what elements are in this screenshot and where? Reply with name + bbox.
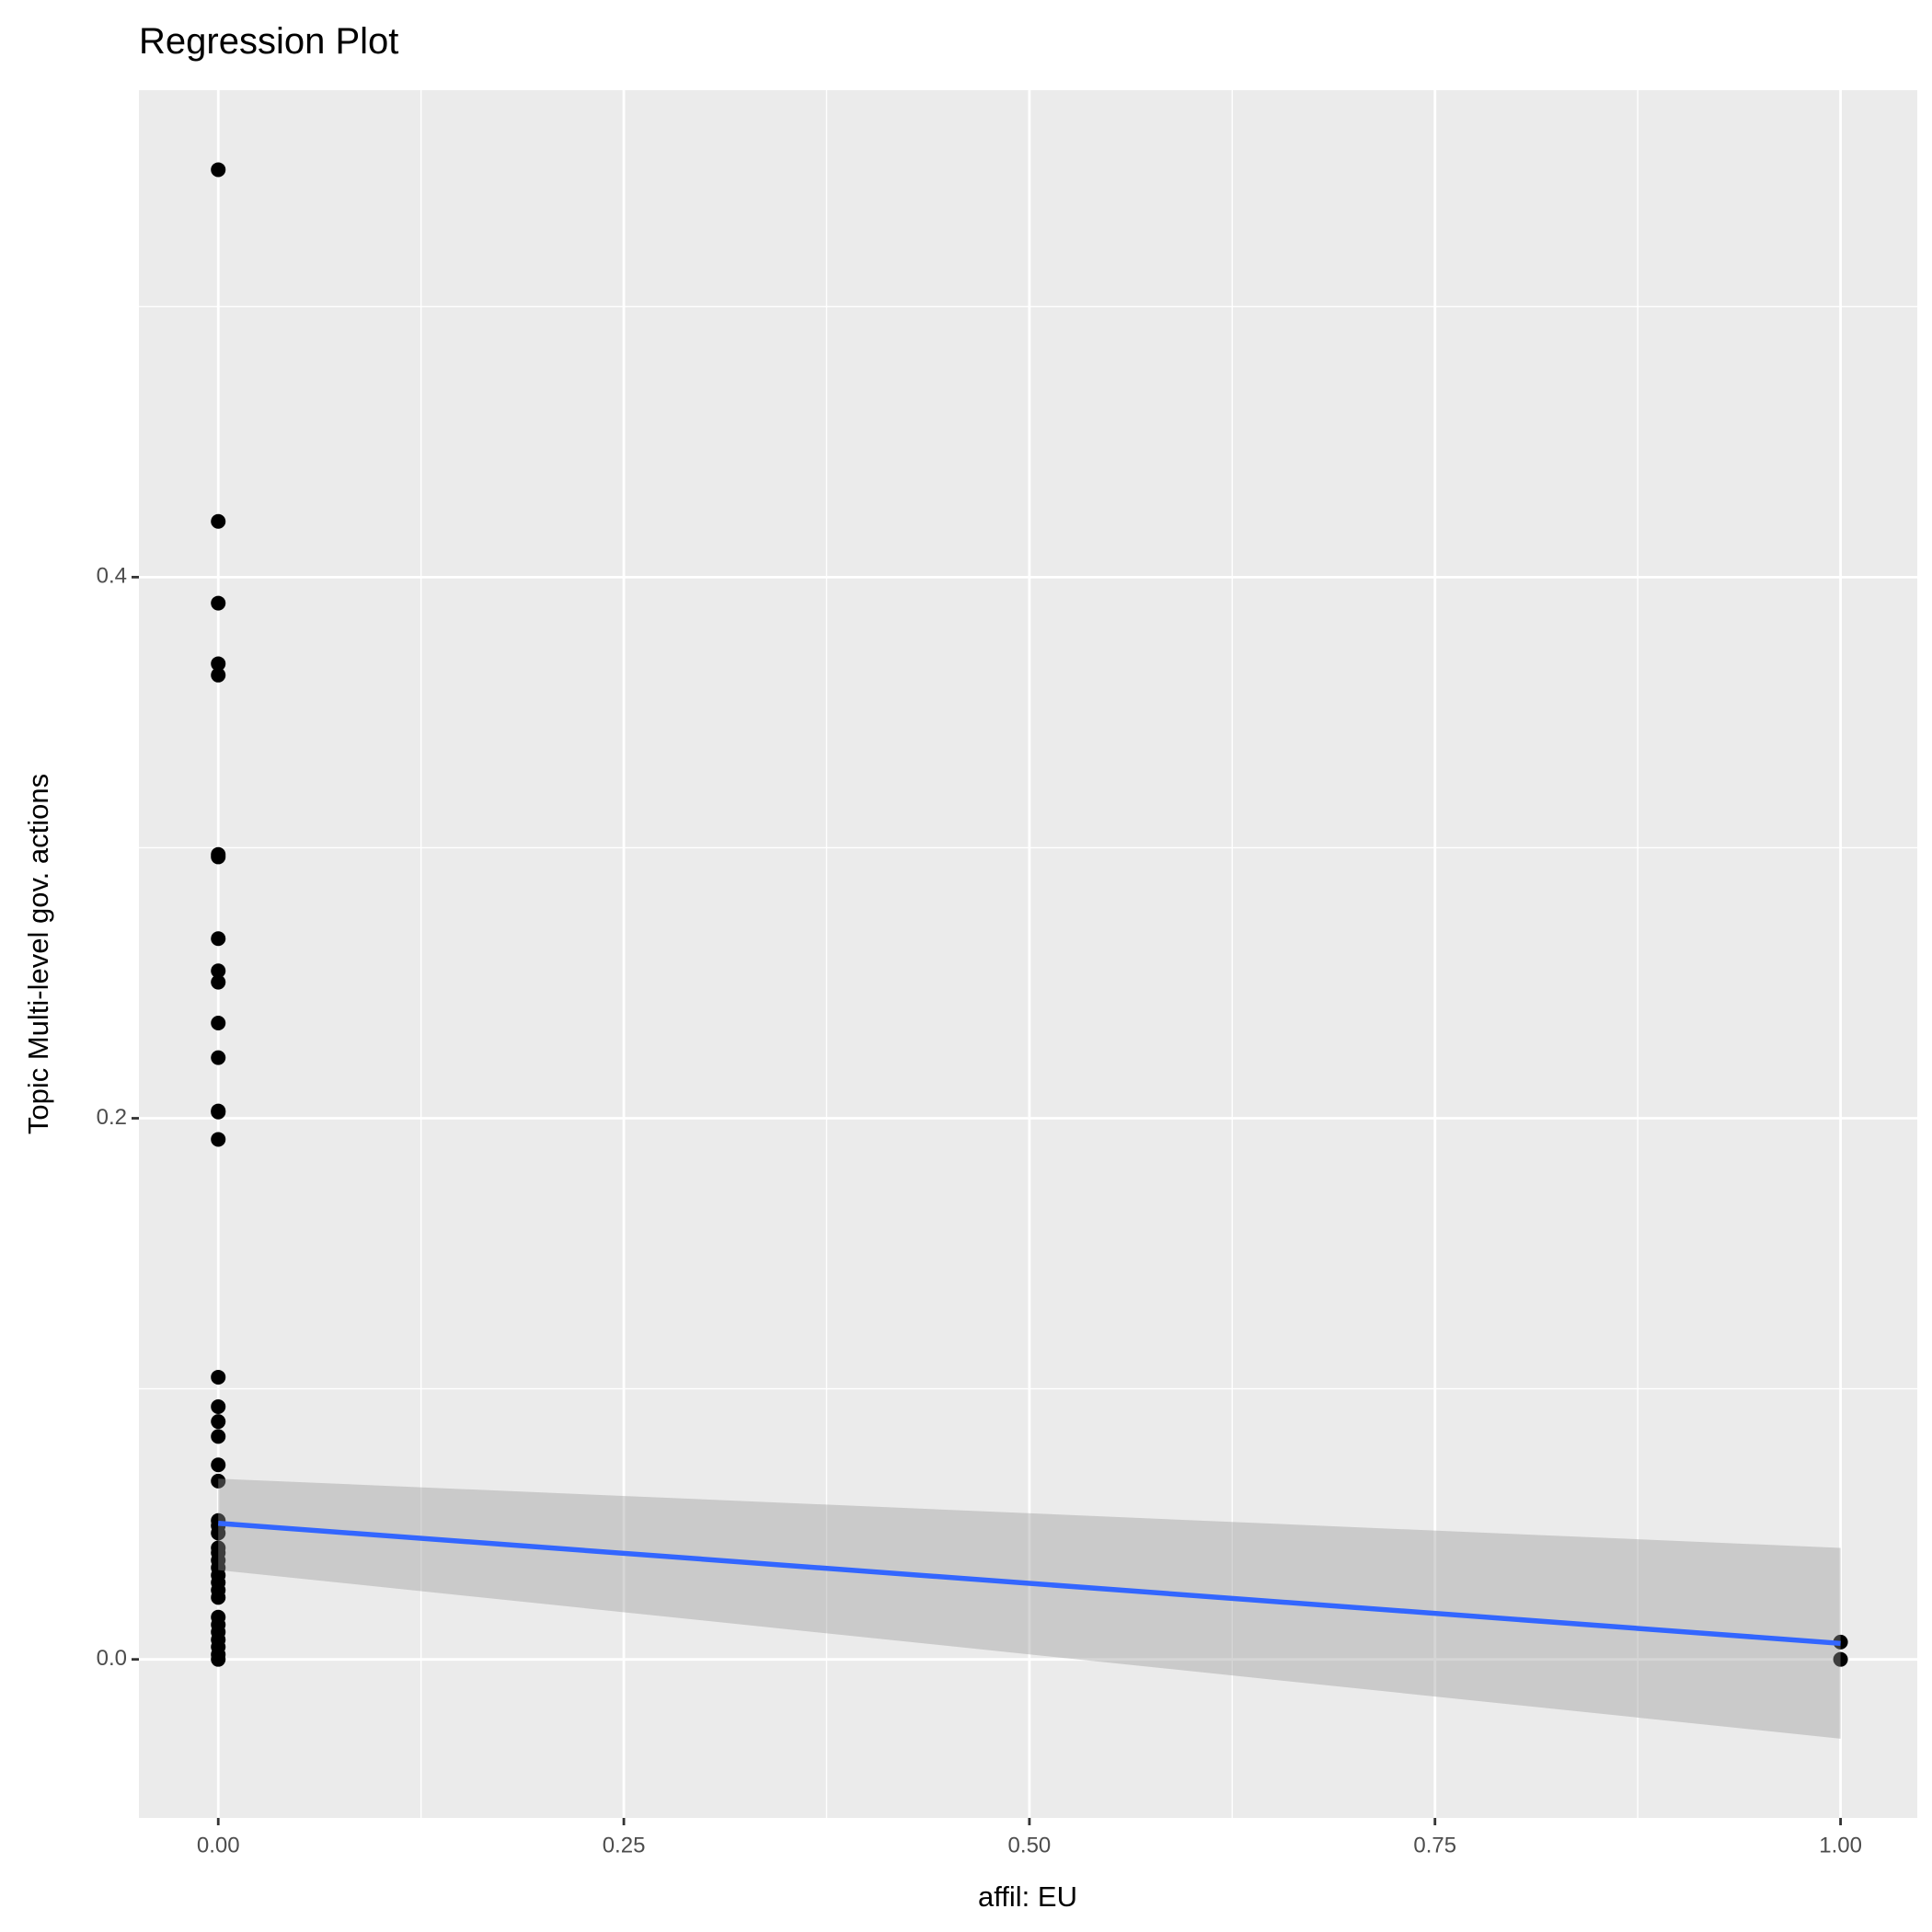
point bbox=[211, 1457, 226, 1473]
point bbox=[211, 849, 226, 865]
y-tick-label: 0.2 bbox=[97, 1105, 127, 1130]
x-tick-label: 0.50 bbox=[1008, 1833, 1052, 1857]
y-axis-title: Topic Multi-level gov. actions bbox=[22, 774, 54, 1134]
point bbox=[211, 1369, 226, 1385]
point bbox=[211, 162, 226, 178]
point bbox=[211, 1050, 226, 1065]
regression-line bbox=[218, 1521, 1841, 1647]
x-tick-label: 1.00 bbox=[1819, 1833, 1862, 1857]
x-tick-label: 0.25 bbox=[603, 1833, 646, 1857]
point bbox=[211, 595, 226, 611]
point bbox=[211, 974, 226, 990]
x-axis-title: affil: EU bbox=[978, 1880, 1077, 1913]
panel bbox=[139, 90, 1917, 1818]
point bbox=[211, 1590, 226, 1605]
point bbox=[211, 1015, 226, 1030]
chart-title: Regression Plot bbox=[139, 21, 398, 62]
x-tick-label: 0.00 bbox=[197, 1833, 240, 1857]
point bbox=[211, 1132, 226, 1147]
y-tick-label: 0.4 bbox=[97, 564, 127, 589]
point bbox=[211, 1525, 226, 1541]
point bbox=[211, 963, 226, 979]
x-tick-label: 0.75 bbox=[1413, 1833, 1456, 1857]
point bbox=[211, 1104, 226, 1120]
confidence-band bbox=[218, 1478, 1841, 1739]
point bbox=[211, 1414, 226, 1430]
marks bbox=[211, 162, 1848, 1739]
point bbox=[211, 513, 226, 529]
grid bbox=[139, 90, 1917, 1818]
point bbox=[1833, 1651, 1848, 1667]
point bbox=[211, 1398, 226, 1414]
point bbox=[211, 1429, 226, 1444]
point bbox=[211, 656, 226, 672]
point bbox=[211, 931, 226, 947]
point bbox=[211, 1473, 226, 1489]
point bbox=[211, 1651, 226, 1667]
y-tick-label: 0.0 bbox=[97, 1646, 127, 1671]
point bbox=[211, 667, 226, 683]
